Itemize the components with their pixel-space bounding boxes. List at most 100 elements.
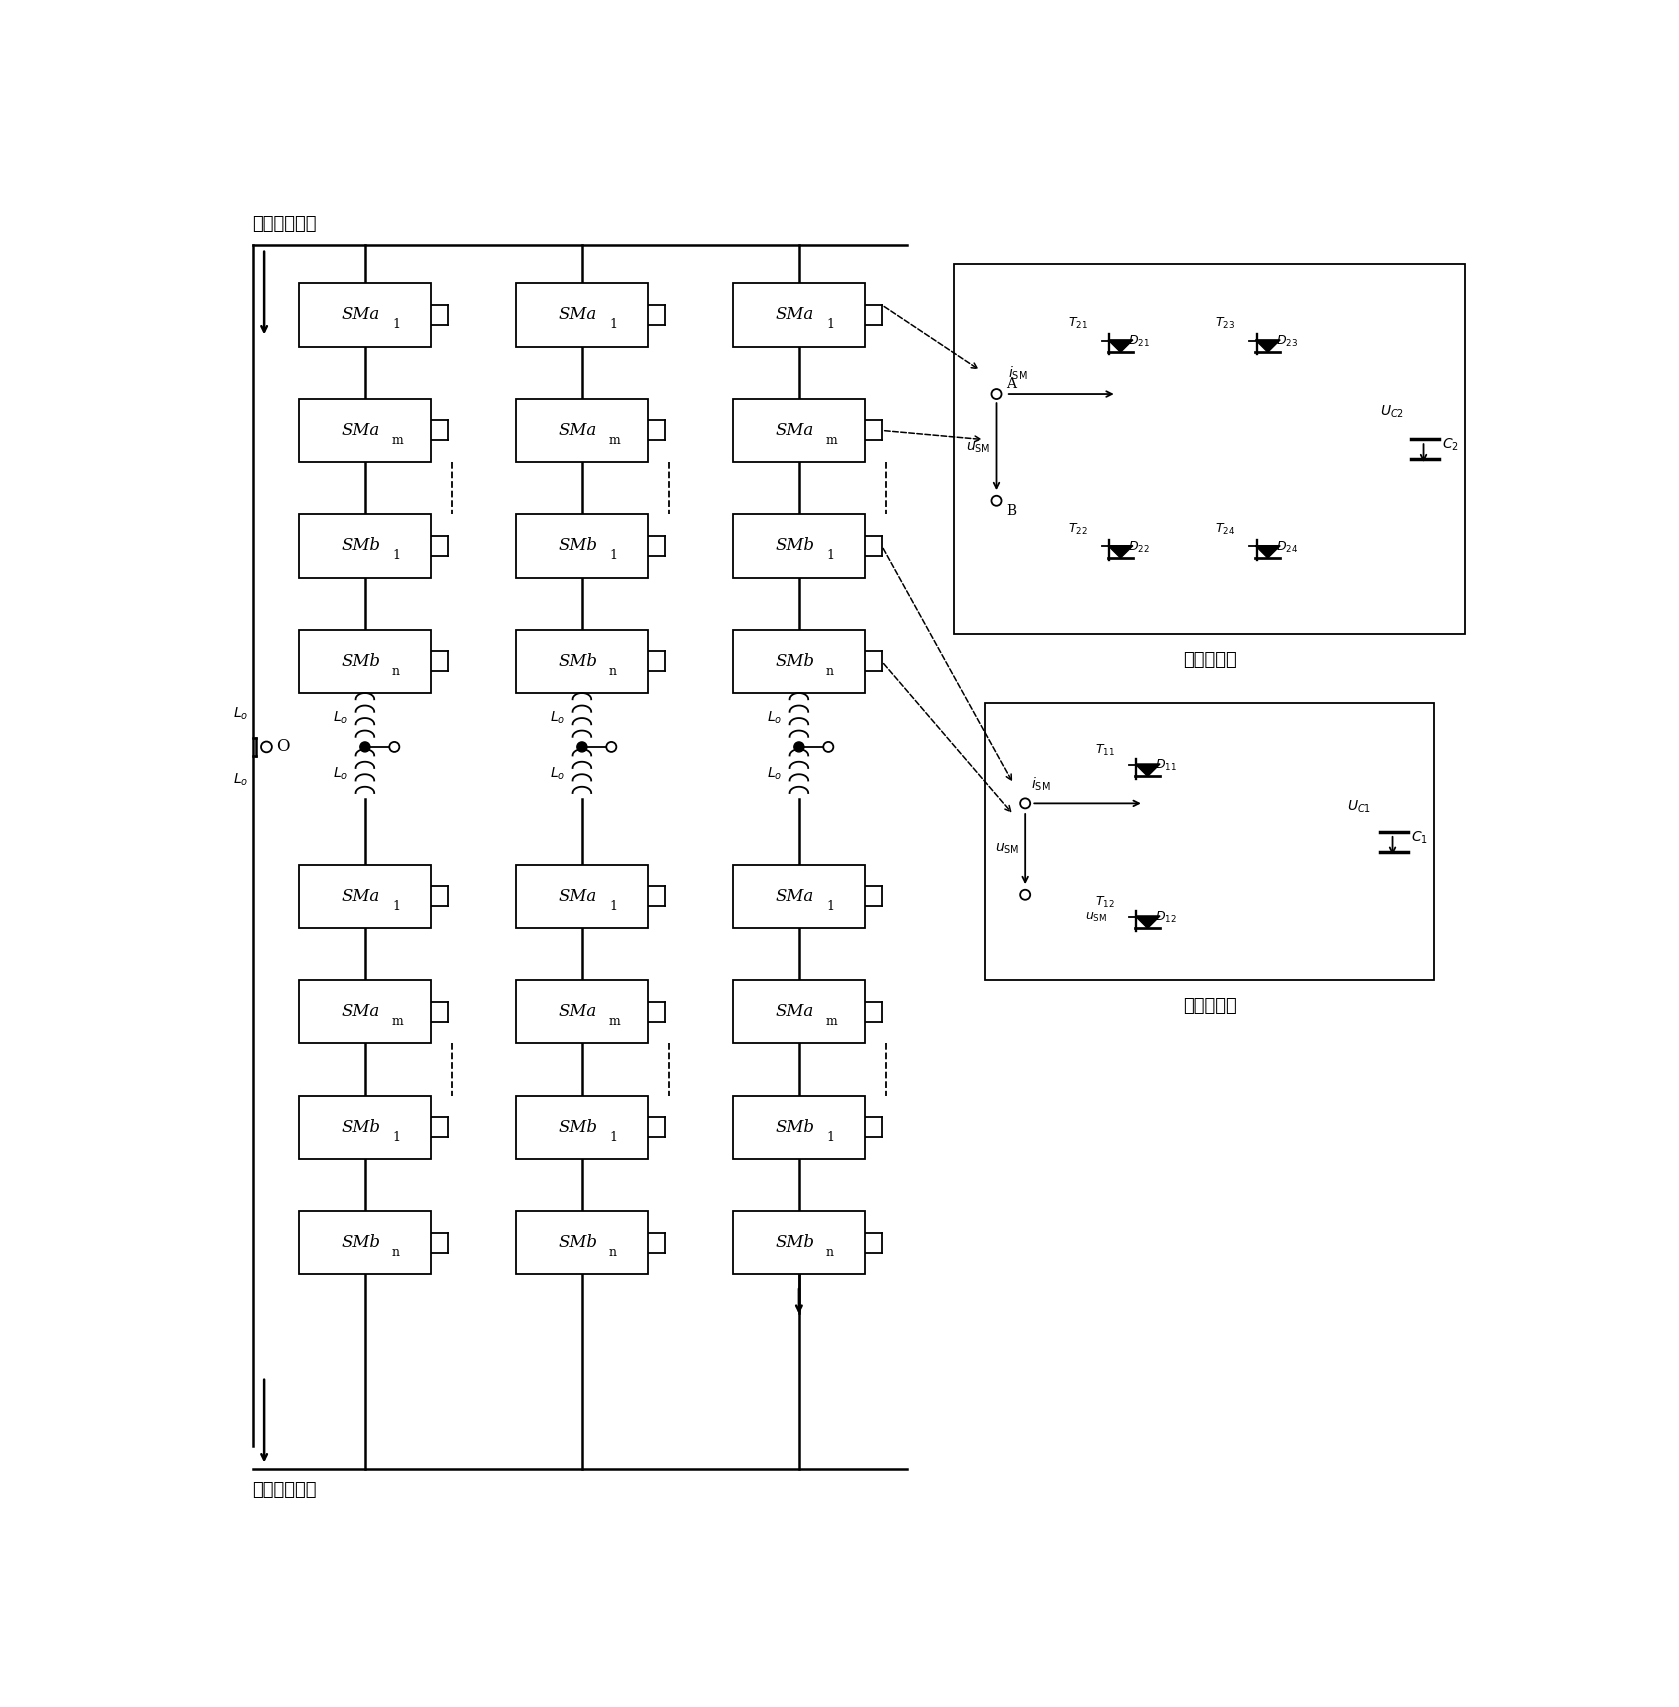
Text: $D_{21}$: $D_{21}$: [1128, 335, 1150, 348]
Text: 1: 1: [391, 319, 400, 331]
Circle shape: [1021, 889, 1031, 900]
Text: $i_{\rm SM}$: $i_{\rm SM}$: [1007, 365, 1028, 382]
Text: $C_2$: $C_2$: [1442, 437, 1459, 454]
Bar: [515, 980, 648, 1043]
Bar: [299, 1212, 432, 1275]
Text: $T_{22}$: $T_{22}$: [1068, 522, 1088, 538]
Bar: [734, 1096, 865, 1159]
Text: n: n: [609, 1246, 616, 1260]
Text: O: O: [275, 739, 289, 756]
Text: SMb: SMb: [559, 1234, 598, 1251]
Text: A: A: [1006, 377, 1016, 391]
Text: $U_{C1}$: $U_{C1}$: [1347, 799, 1372, 814]
Bar: [734, 399, 865, 463]
Text: SMa: SMa: [776, 1004, 814, 1021]
Polygon shape: [1108, 546, 1133, 558]
Polygon shape: [1256, 546, 1279, 558]
Text: $i_{\rm SM}$: $i_{\rm SM}$: [1031, 775, 1051, 792]
Text: n: n: [609, 666, 616, 678]
Text: 1: 1: [391, 550, 400, 563]
Text: SMb: SMb: [776, 1234, 814, 1251]
Text: B: B: [1006, 504, 1016, 517]
Polygon shape: [1256, 340, 1279, 352]
Text: $T_{12}$: $T_{12}$: [1095, 894, 1115, 910]
Text: $L_o$: $L_o$: [332, 766, 348, 782]
Bar: [954, 265, 1466, 633]
Text: $L_o$: $L_o$: [549, 710, 564, 725]
Circle shape: [794, 743, 804, 751]
Text: 1: 1: [826, 319, 834, 331]
Text: SMa: SMa: [343, 1004, 379, 1021]
Text: m: m: [391, 1016, 403, 1028]
Text: SMa: SMa: [343, 307, 379, 323]
Bar: [734, 865, 865, 929]
Text: $L_o$: $L_o$: [233, 707, 248, 722]
Text: $D_{24}$: $D_{24}$: [1276, 539, 1298, 555]
Circle shape: [823, 743, 833, 751]
Bar: [734, 514, 865, 577]
Circle shape: [260, 741, 272, 753]
Text: n: n: [826, 666, 834, 678]
Bar: [986, 703, 1434, 980]
Bar: [515, 1096, 648, 1159]
Text: SMb: SMb: [776, 538, 814, 555]
Bar: [515, 1212, 648, 1275]
Text: m: m: [609, 434, 621, 447]
Text: SMb: SMb: [776, 1118, 814, 1135]
Text: $T_{21}$: $T_{21}$: [1068, 316, 1088, 331]
Text: SMa: SMa: [776, 422, 814, 439]
Circle shape: [1021, 799, 1031, 809]
Text: $u_{\rm SM}$: $u_{\rm SM}$: [965, 440, 991, 454]
Text: $T_{11}$: $T_{11}$: [1095, 743, 1115, 758]
Text: SMa: SMa: [559, 422, 598, 439]
Text: SMb: SMb: [341, 538, 381, 555]
Text: SMa: SMa: [343, 422, 379, 439]
Text: m: m: [609, 1016, 621, 1028]
Bar: [515, 399, 648, 463]
Text: n: n: [391, 666, 400, 678]
Bar: [299, 865, 432, 929]
Text: SMb: SMb: [341, 654, 381, 669]
Bar: [299, 399, 432, 463]
Text: 1: 1: [826, 1130, 834, 1144]
Text: SMa: SMa: [559, 1004, 598, 1021]
Text: $L_o$: $L_o$: [767, 766, 782, 782]
Text: SMb: SMb: [559, 1118, 598, 1135]
Bar: [299, 630, 432, 693]
Bar: [515, 514, 648, 577]
Polygon shape: [1135, 765, 1160, 777]
Bar: [299, 283, 432, 347]
Text: $L_o$: $L_o$: [767, 710, 782, 725]
Text: SMb: SMb: [559, 538, 598, 555]
Circle shape: [992, 495, 1002, 505]
Text: 1: 1: [609, 1130, 616, 1144]
Text: 1: 1: [609, 550, 616, 563]
Text: 1: 1: [609, 319, 616, 331]
Text: $u_{\rm SM}$: $u_{\rm SM}$: [994, 842, 1019, 857]
Text: $D_{23}$: $D_{23}$: [1276, 335, 1298, 348]
Text: 1: 1: [826, 550, 834, 563]
Text: SMa: SMa: [343, 888, 379, 905]
Polygon shape: [1135, 917, 1160, 929]
Text: SMa: SMa: [559, 888, 598, 905]
Text: $L_o$: $L_o$: [549, 766, 564, 782]
Text: 1: 1: [826, 900, 834, 913]
Polygon shape: [1108, 340, 1133, 352]
Circle shape: [390, 743, 400, 751]
Text: $u_{\rm SM}$: $u_{\rm SM}$: [1085, 912, 1108, 923]
Text: $C_1$: $C_1$: [1410, 830, 1429, 847]
Text: SMb: SMb: [559, 654, 598, 669]
Circle shape: [992, 389, 1002, 399]
Bar: [299, 980, 432, 1043]
Text: SMa: SMa: [559, 307, 598, 323]
Text: SMb: SMb: [776, 654, 814, 669]
Text: n: n: [391, 1246, 400, 1260]
Text: m: m: [826, 434, 838, 447]
Text: SMb: SMb: [341, 1118, 381, 1135]
Text: 直流母线正极: 直流母线正极: [252, 215, 317, 234]
Text: m: m: [826, 1016, 838, 1028]
Bar: [734, 630, 865, 693]
Text: $D_{12}$: $D_{12}$: [1155, 910, 1177, 925]
Bar: [515, 865, 648, 929]
Bar: [734, 980, 865, 1043]
